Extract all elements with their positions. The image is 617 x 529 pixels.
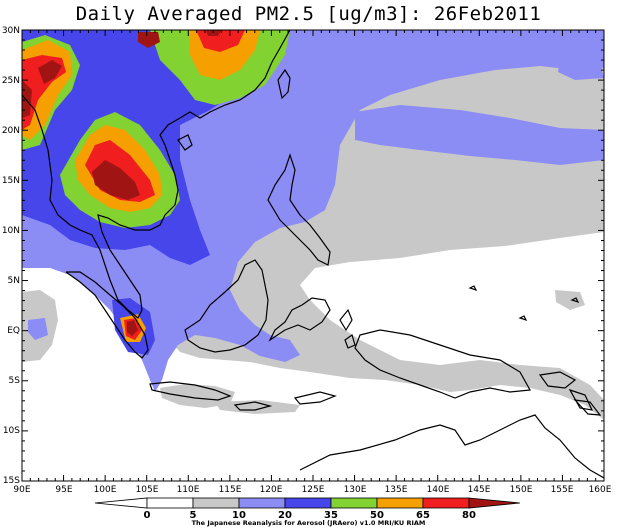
coastline-lesser-sunda xyxy=(233,401,273,411)
lon-label-145e: 145E xyxy=(468,485,491,495)
lat-label-10s: 10S xyxy=(3,426,20,436)
map-title: Daily Averaged PM2.5 [ug/m3]: 26Feb2011 xyxy=(75,3,542,25)
level-80-plus-area-north xyxy=(138,32,160,48)
colorbar-swatch-4 xyxy=(330,497,378,509)
lat-label-5s: 5S xyxy=(9,376,21,386)
longitude-labels: 90E 95E 100E 105E 110E 115E 120E 125E 13… xyxy=(13,485,611,495)
lat-label-5n: 5N xyxy=(8,276,20,286)
coastline-solomon xyxy=(573,399,602,416)
level-80-plus-area-north2 xyxy=(206,30,222,36)
coastline-sumatra xyxy=(65,271,149,359)
level-10-20-patch-ocean xyxy=(355,105,604,165)
colorbar-tick-20: 20 xyxy=(278,510,292,521)
coastline-java xyxy=(149,381,232,401)
colorbar-swatch-5 xyxy=(376,497,424,509)
lon-label-155e: 155E xyxy=(551,485,574,495)
colorbar-tick-5: 5 xyxy=(190,510,197,521)
colorbar-tick-0: 0 xyxy=(144,510,151,521)
coastline-borneo xyxy=(184,259,269,353)
lon-label-150e: 150E xyxy=(510,485,533,495)
lon-label-105e: 105E xyxy=(136,485,159,495)
lon-label-160e: 160E xyxy=(589,485,612,495)
colorbar-swatch-6 xyxy=(422,497,470,509)
colorbar-tick-80: 80 xyxy=(462,510,476,521)
colorbar-swatch-3 xyxy=(284,497,332,509)
lat-label-eq: EQ xyxy=(7,326,20,336)
lat-label-15n: 15N xyxy=(2,176,20,186)
lon-label-135e: 135E xyxy=(385,485,408,495)
coastline-philippines xyxy=(267,153,331,266)
colorbar-tick-35: 35 xyxy=(324,510,338,521)
level-10-20-patch-east xyxy=(558,60,604,80)
colorbar: 0 5 10 20 35 50 65 80 xyxy=(94,497,521,521)
lat-label-25n: 25N xyxy=(2,76,20,86)
coastline-new-guinea xyxy=(354,329,531,399)
colorbar-tick-labels: 0 5 10 20 35 50 65 80 xyxy=(144,510,476,521)
lon-label-115e: 115E xyxy=(219,485,242,495)
coastline-taiwan xyxy=(277,68,291,100)
coastline-timor xyxy=(293,391,337,405)
lon-label-90e: 90E xyxy=(13,485,30,495)
colorbar-arrow-high xyxy=(468,497,521,509)
level-5-10-patch-east xyxy=(555,290,585,310)
credit-text: The Japanese Reanalysis for Aerosol (JRA… xyxy=(191,519,426,527)
axis-ticks xyxy=(21,29,605,482)
colorbar-tick-10: 10 xyxy=(232,510,246,521)
colorbar-tick-50: 50 xyxy=(370,510,384,521)
level-80-plus-area-west2 xyxy=(22,80,32,118)
lon-label-100e: 100E xyxy=(94,485,117,495)
level-80-plus-area-straits xyxy=(127,320,138,336)
lat-label-20n: 20N xyxy=(2,126,20,136)
colorbar-swatch-0 xyxy=(146,497,194,509)
colorbar-arrow-low xyxy=(94,497,148,509)
level-10-20-patch-west xyxy=(28,318,48,340)
coastline-asia-mainland xyxy=(22,30,291,319)
colorbar-tick-65: 65 xyxy=(416,510,430,521)
lon-label-95e: 95E xyxy=(55,485,72,495)
coastline-sulawesi xyxy=(268,297,331,342)
lon-label-120e: 120E xyxy=(260,485,283,495)
coastline-australia xyxy=(299,414,604,479)
lat-label-10n: 10N xyxy=(2,226,20,236)
level-5-10-patch-timor xyxy=(215,400,300,414)
level-80-plus-area-west xyxy=(38,60,62,84)
lat-label-15s: 15S xyxy=(3,476,20,486)
coastlines xyxy=(22,30,604,479)
lon-label-140e: 140E xyxy=(427,485,450,495)
colorbar-swatch-2 xyxy=(238,497,286,509)
lon-label-110e: 110E xyxy=(177,485,200,495)
lon-label-125e: 125E xyxy=(302,485,325,495)
coastline-hainan xyxy=(177,134,193,151)
pm25-field xyxy=(22,30,604,481)
level-80-plus-area-indochina xyxy=(92,160,140,200)
lon-label-130e: 130E xyxy=(344,485,367,495)
lat-label-30n: 30N xyxy=(2,26,20,36)
coastline-maluku xyxy=(339,308,356,349)
coastline-micronesia xyxy=(468,285,580,322)
latitude-labels: 30N 25N 20N 15N 10N 5N EQ 5S 10S 15S xyxy=(2,26,20,486)
colorbar-swatch-1 xyxy=(192,497,240,509)
